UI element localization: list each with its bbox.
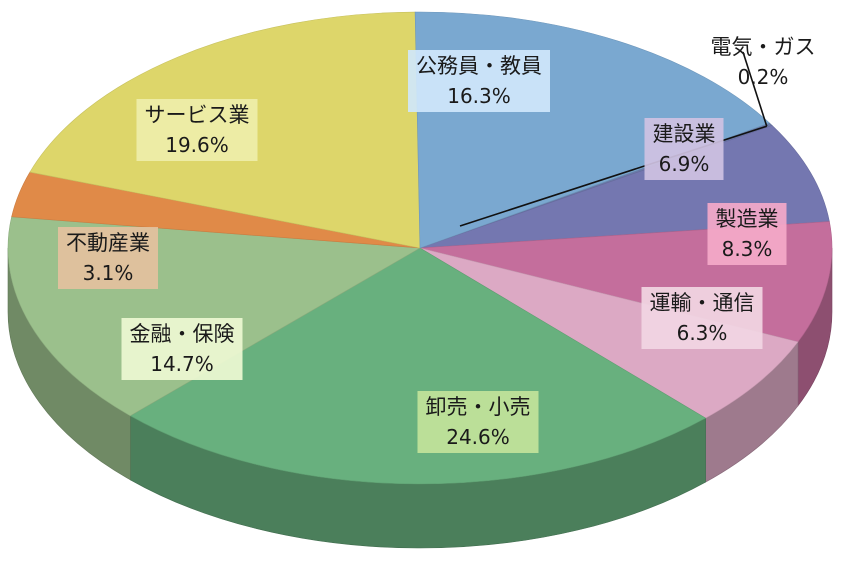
slice-label-4: 運輸・通信 6.3% <box>641 287 763 349</box>
pie-labels: 電気・ガス 0.2% 建設業 6.9% 製造業 8.3% 運輸・通信 6.3% 卸売・小売 24.… <box>58 35 816 453</box>
slice-label-box <box>641 287 763 349</box>
slice-label-box <box>136 99 258 161</box>
slice-label-box <box>58 227 158 289</box>
slice-label-value: 6.3% <box>677 321 728 345</box>
slice-label-name: 公務員・教員 <box>416 54 542 78</box>
slice-label-3: 製造業 8.3% <box>707 203 787 265</box>
slice-label-value: 14.7% <box>150 352 214 376</box>
slice-label-name: サービス業 <box>145 103 250 127</box>
slice-label-name: 建設業 <box>653 122 716 146</box>
slice-label-name: 金融・保険 <box>130 322 235 346</box>
slice-label-name: 運輸・通信 <box>650 291 755 315</box>
slice-label-value: 3.1% <box>83 261 134 285</box>
slice-label-name: 電気・ガス <box>711 35 816 59</box>
slice-label-value: 8.3% <box>722 237 773 261</box>
slice-label-box <box>707 203 787 265</box>
slice-label-value: 6.9% <box>659 152 710 176</box>
pie-slice-5 <box>129 247 707 485</box>
slice-label-5: 卸売・小売 24.6% <box>417 391 539 453</box>
slice-label-value: 19.6% <box>165 133 229 157</box>
slice-label-value: 0.2% <box>738 65 789 89</box>
slice-label-box <box>417 391 539 453</box>
slice-label-box <box>408 50 550 112</box>
slice-label-name: 不動産業 <box>66 231 150 255</box>
pie-slice-4 <box>419 247 799 419</box>
slice-label-6: 金融・保険 14.7% <box>121 318 243 380</box>
leader-line-outer <box>742 51 768 127</box>
slice-label-box <box>644 118 724 180</box>
slice-label-value: 24.6% <box>446 425 510 449</box>
slice-label-9: 公務員・教員 16.3% <box>408 50 550 112</box>
slice-label-1: 電気・ガス 0.2% <box>459 35 816 227</box>
slice-label-name: 製造業 <box>716 207 779 231</box>
slice-label-value: 16.3% <box>447 84 511 108</box>
slice-label-7: 不動産業 3.1% <box>58 227 158 289</box>
slice-label-name: 卸売・小売 <box>426 395 531 419</box>
slice-label-2: 建設業 6.9% <box>644 118 724 180</box>
slice-label-8: サービス業 19.6% <box>136 99 258 161</box>
slice-label-box <box>121 318 243 380</box>
